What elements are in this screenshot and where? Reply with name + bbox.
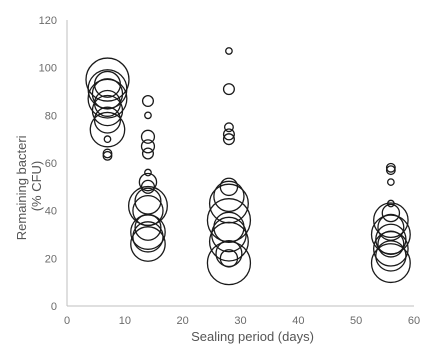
bubble-point (130, 214, 166, 250)
bubble-point (222, 83, 235, 96)
bubble-point (222, 133, 235, 146)
x-tick-label: 40 (292, 315, 304, 327)
x-tick-label: 60 (408, 315, 420, 327)
bubble-point (91, 78, 124, 110)
bubble-point (93, 70, 122, 98)
bubble-point (208, 221, 249, 262)
plot-area: 0 10 20 30 40 50 60 0 20 40 60 80 100 120 (39, 15, 420, 327)
bubble-point (140, 139, 156, 154)
bubble-point (206, 198, 252, 243)
bubble-point (211, 216, 247, 253)
x-tick-label: 50 (350, 315, 362, 327)
x-tick-label: 30 (234, 315, 246, 327)
bubble-point (130, 226, 166, 262)
bubble-point (370, 243, 411, 284)
bubble-point (103, 135, 112, 144)
y-tick-label: 20 (45, 253, 57, 265)
x-axis-ticks: 0 10 20 30 40 50 60 (64, 315, 420, 327)
bubble-point (93, 106, 122, 134)
bubble-point (219, 249, 239, 268)
bubble-point (140, 129, 156, 144)
bubble-point (213, 180, 245, 213)
bubble-point (144, 111, 152, 120)
bubble-point (85, 57, 130, 102)
bubble-point (206, 240, 252, 286)
bubble-point (225, 47, 233, 55)
x-tick-label: 0 (64, 315, 70, 327)
y-tick-label: 40 (45, 206, 57, 218)
bubble-point (134, 187, 162, 215)
bubble-point (87, 69, 128, 110)
bubble-point (102, 148, 113, 159)
bubble-point (373, 230, 409, 267)
y-tick-label: 120 (39, 15, 57, 27)
bubble-point (373, 202, 409, 239)
y-axis-ticks: 0 20 40 60 80 100 120 (39, 15, 57, 313)
y-tick-label: 60 (45, 158, 57, 170)
bubble-point (381, 203, 401, 223)
bubble-point (386, 178, 395, 186)
y-axis-title: Remaining bacteri (% CFU) (14, 132, 44, 240)
y-tick-label: 80 (45, 110, 57, 122)
y-axis-title-line-1: Remaining bacteri (14, 135, 29, 240)
y-tick-label: 100 (39, 63, 57, 75)
bubble-point (375, 223, 407, 255)
bubble-point (138, 172, 158, 192)
bubble-point (215, 240, 243, 268)
bubble-point (141, 147, 154, 160)
y-tick-label: 0 (51, 301, 57, 313)
bubble-point (385, 165, 396, 176)
bubble-layer (85, 47, 411, 286)
bubble-point (127, 185, 168, 226)
bubble-point (132, 194, 164, 227)
x-axis-title: Sealing period (days) (191, 329, 314, 344)
x-tick-label: 10 (119, 315, 131, 327)
bubble-point (141, 95, 154, 108)
bubble-point (223, 122, 234, 133)
bubble-point (89, 111, 126, 148)
y-axis-title-line-2: (% CFU) (29, 161, 44, 212)
bubble-point (140, 179, 156, 194)
bubble-point (144, 168, 152, 177)
x-tick-label: 20 (177, 315, 189, 327)
bubble-point (375, 240, 407, 272)
bubble-point (222, 128, 235, 141)
